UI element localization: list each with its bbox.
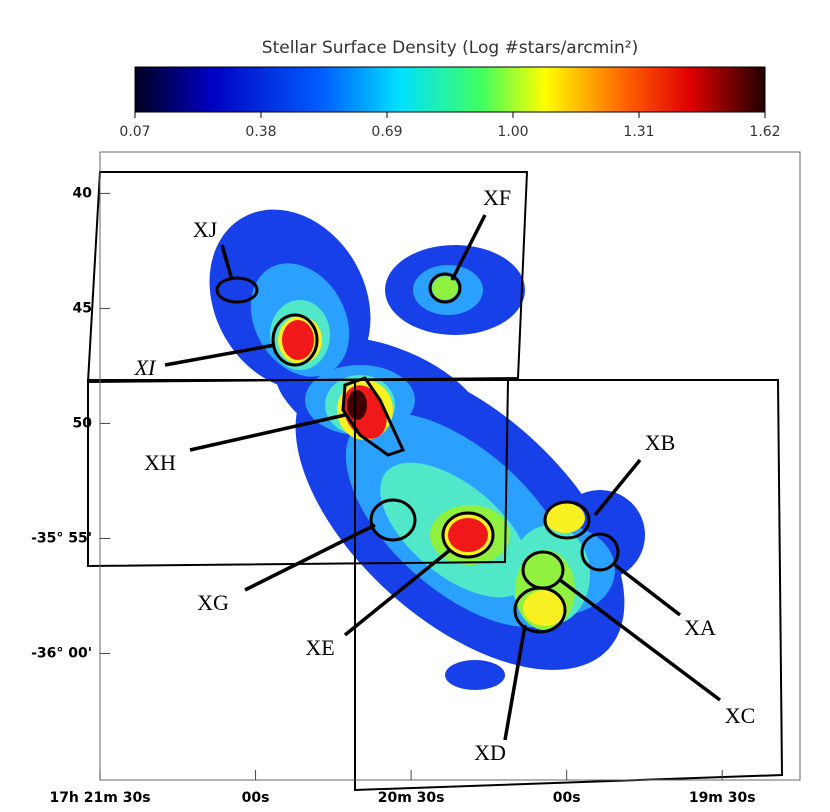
- region-label: XE: [305, 635, 334, 660]
- density-map: [86, 171, 784, 792]
- region-label: XI: [134, 355, 157, 380]
- x-tick-label: 17h 21m 30s: [49, 790, 150, 806]
- region-label: XC: [725, 703, 756, 728]
- colorbar-tick-label: 1.62: [749, 124, 780, 140]
- colorbar-title: Stellar Surface Density (Log #stars/arcm…: [262, 38, 638, 58]
- plot-frame: [99, 151, 801, 781]
- region-label: XF: [483, 185, 511, 210]
- region-label: XG: [197, 590, 229, 615]
- colorbar-tick-label: 0.07: [119, 124, 150, 140]
- colorbar-tick-label: 0.69: [371, 124, 402, 140]
- colorbar-tick-label: 0.38: [245, 124, 276, 140]
- y-tick-label: -35° 55': [31, 530, 92, 546]
- x-tick-label: 19m 30s: [689, 790, 756, 806]
- region-label: XD: [474, 740, 506, 765]
- region-label: XJ: [193, 217, 218, 242]
- y-tick-label: 45: [73, 300, 92, 316]
- region-label: XA: [684, 615, 716, 640]
- region-label: XH: [144, 450, 176, 475]
- y-tick-label: 40: [73, 185, 93, 201]
- y-tick-label: 50: [73, 415, 93, 431]
- region-label: XB: [645, 430, 676, 455]
- x-tick-label: 00s: [553, 790, 581, 806]
- colorbar: [134, 66, 766, 113]
- x-tick-label: 00s: [242, 790, 270, 806]
- x-tick-label: 20m 30s: [378, 790, 445, 806]
- colorbar-tick-label: 1.00: [497, 124, 528, 140]
- colorbar-tick-label: 1.31: [623, 124, 654, 140]
- y-tick-label: -36° 00': [31, 645, 92, 661]
